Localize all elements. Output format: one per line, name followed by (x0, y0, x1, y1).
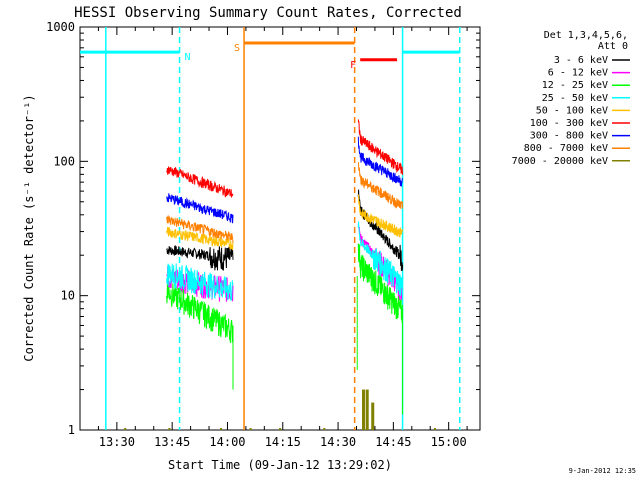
legend-entry-label: 3 - 6 keV (554, 55, 608, 66)
x-tick-label: 14:45 (375, 435, 411, 449)
y-axis-label: Corrected Count Rate (s⁻¹ detector⁻¹) (22, 94, 36, 361)
series-bar (365, 389, 369, 430)
plot-frame (79, 26, 481, 431)
legend-entry-label: 12 - 25 keV (542, 80, 608, 91)
x-axis-label: Start Time (09-Jan-12 13:29:02) (168, 458, 392, 472)
legend-entry-label: 6 - 12 keV (548, 68, 608, 79)
series-line (357, 194, 403, 238)
series-line (166, 193, 234, 224)
flag-label: F (350, 60, 356, 71)
plot-area: N S F (79, 26, 481, 431)
y-tick-label: 10 (61, 289, 75, 303)
series-line (166, 226, 234, 251)
x-tick-label: 13:45 (154, 435, 190, 449)
series-line (357, 221, 404, 296)
y-tick-label: 1 (68, 423, 75, 437)
series-bar (249, 428, 252, 430)
flag-label: N (185, 52, 191, 63)
series-line (357, 162, 404, 209)
series-bar (371, 402, 375, 430)
legend-entry-label: 300 - 800 keV (530, 131, 608, 142)
legend-entry-label: 50 - 100 keV (536, 105, 608, 116)
series-bar (220, 428, 223, 430)
x-tick-label: 13:30 (99, 435, 135, 449)
legend: Det 1,3,4,5,6,Att 0 3 - 6 keV 6 - 12 keV12… (512, 30, 630, 167)
x-tick-label: 14:15 (265, 435, 301, 449)
x-tick-label: 14:30 (320, 435, 356, 449)
series-line (357, 136, 403, 187)
chart-title: HESSI Observing Summary Count Rates, Cor… (74, 5, 462, 21)
series-line (166, 283, 234, 344)
series-line (166, 263, 234, 302)
series-line (357, 243, 404, 323)
series-bar (279, 428, 282, 430)
x-tick-label: 14:00 (209, 435, 245, 449)
series-bar (124, 428, 127, 430)
flag-label: S (234, 43, 240, 54)
legend-entry-label: 800 - 7000 keV (524, 143, 608, 154)
series-line (357, 119, 404, 175)
series-bar (323, 428, 326, 430)
series-bar (362, 389, 366, 430)
y-tick-label: 1000 (46, 20, 75, 34)
axis-ticks: 13:30 13:45 14:00 14:15 14:30 14:45 15:00 1 10 10… (46, 20, 480, 449)
series-bar (168, 428, 171, 430)
legend-entry-label: 7000 - 20000 keV (512, 156, 608, 167)
y-tick-label: 100 (53, 154, 75, 168)
x-tick-label: 15:00 (431, 435, 467, 449)
legend-entry-label: 25 - 50 keV (542, 93, 608, 104)
legend-entry-label: 100 - 300 keV (530, 118, 608, 129)
legend-header: Det 1,3,4,5,6, (544, 30, 628, 41)
series-line (166, 166, 234, 198)
series-line (166, 245, 234, 271)
date-stamp: 9-Jan-2012 12:35 (569, 467, 636, 475)
legend-header: Att 0 (598, 41, 628, 52)
series-bar (433, 428, 436, 430)
series-line (166, 214, 234, 243)
